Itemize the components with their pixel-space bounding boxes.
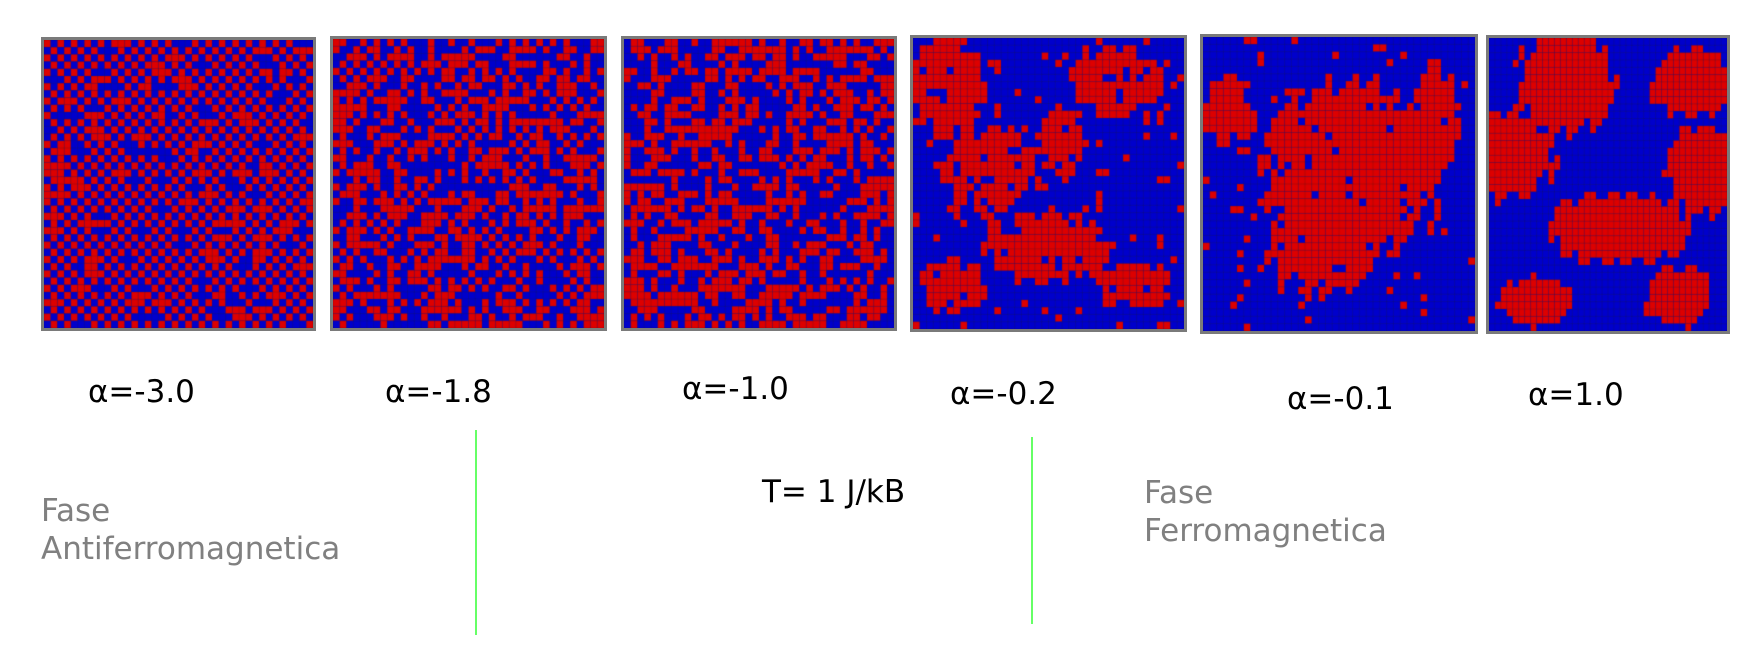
lattice-canvas-4 <box>913 38 1184 329</box>
phase-label-antiferro-line-2: Antiferromagnetica <box>41 531 341 567</box>
phase-label-antiferro: Fase Antiferromagnetica <box>41 492 340 568</box>
lattice-panel-1 <box>41 37 316 331</box>
lattice-panel-5 <box>1200 34 1478 334</box>
lattice-panel-3 <box>621 36 897 331</box>
alpha-label-1: α=-3.0 <box>88 374 195 410</box>
temperature-label: T= 1 J/kB <box>762 474 906 510</box>
alpha-label-2: α=-1.8 <box>385 374 492 410</box>
alpha-label-3: α=-1.0 <box>682 371 789 407</box>
phase-boundary-line-right <box>1031 437 1033 624</box>
alpha-label-5: α=-0.1 <box>1287 381 1394 417</box>
alpha-label-6: α=1.0 <box>1528 377 1624 413</box>
phase-boundary-line-left <box>475 430 477 635</box>
alpha-label-4: α=-0.2 <box>950 376 1057 412</box>
lattice-canvas-1 <box>44 40 313 328</box>
lattice-canvas-5 <box>1203 37 1475 331</box>
lattice-canvas-3 <box>624 39 894 328</box>
lattice-panel-6 <box>1486 35 1730 334</box>
phase-label-antiferro-line-1: Fase <box>41 493 111 529</box>
lattice-panel-2 <box>330 36 607 331</box>
phase-label-ferro-line-1: Fase <box>1144 475 1214 511</box>
phase-label-ferro: Fase Ferromagnetica <box>1144 474 1387 550</box>
lattice-panel-4 <box>910 35 1187 332</box>
lattice-canvas-6 <box>1489 38 1727 331</box>
phase-label-ferro-line-2: Ferromagnetica <box>1144 513 1387 549</box>
lattice-canvas-2 <box>333 39 604 328</box>
